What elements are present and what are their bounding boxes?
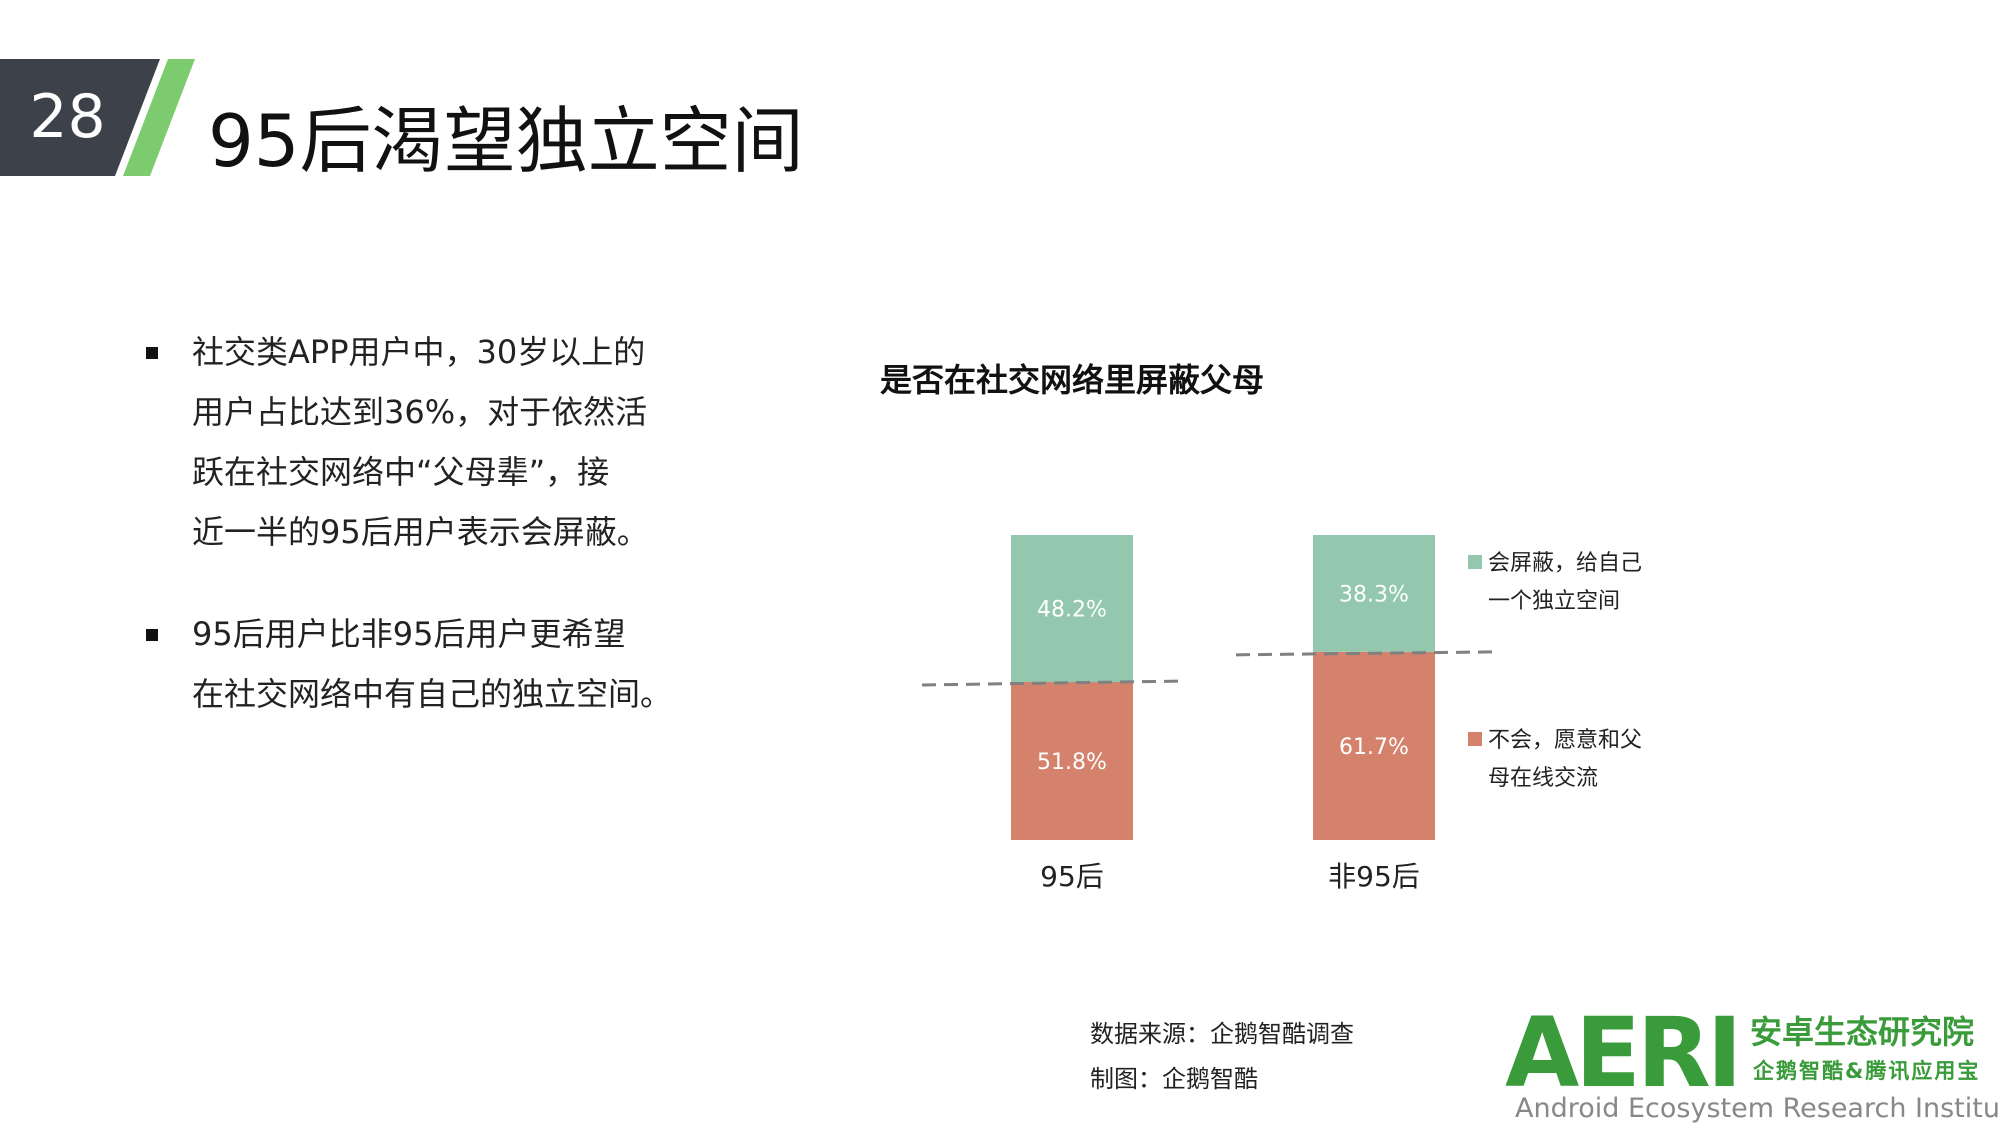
logo-en-name: Android Ecosystem Research Institute [1515,1093,2000,1124]
bullet-list: 社交类APP用户中，30岁以上的 用户占比达到36%，对于依然活 跃在社交网络中… [140,322,720,766]
legend-item-block: 会屏蔽，给自己 一个独立空间 [1468,545,1668,621]
logo-cn-name: 安卓生态研究院 [1750,1013,1975,1051]
legend-swatch-block [1468,555,1482,569]
bullet-line: 95后用户比非95后用户更希望 [192,615,626,653]
credit-line: 制图：企鹅智酷 [1090,1065,1258,1093]
legend-label-line: 母在线交流 [1488,766,1599,791]
legend-item-no: 不会，愿意和父 母在线交流 [1468,722,1668,798]
bar-segment [1313,535,1435,652]
bullet-item-2: 95后用户比非95后用户更希望 在社交网络中有自己的独立空间。 [140,604,720,724]
bar-segment [1313,651,1435,840]
bullet-square-icon [146,347,158,359]
bullet-line: 社交类APP用户中，30岁以上的 [192,333,646,371]
bullet-line: 在社交网络中有自己的独立空间。 [192,675,673,713]
dashed-reference-line [1235,650,1501,657]
data-label: 51.8% [1037,750,1107,775]
bullet-line: 近一半的95后用户表示会屏蔽。 [192,513,649,551]
page-number-badge [0,59,195,176]
logo-cn-sub: 企鹅智酷&腾讯应用宝 [1753,1059,1981,1083]
badge-green-stripe [123,59,195,176]
bullet-line: 用户占比达到36%，对于依然活 [192,393,648,431]
chart-title: 是否在社交网络里屏蔽父母 [880,361,1265,399]
data-label: 61.7% [1339,735,1409,760]
dashed-reference-line [921,679,1187,687]
legend-label-line: 一个独立空间 [1488,589,1621,614]
bar-segment [1011,682,1133,840]
aeri-logo: AERI 安卓生态研究院 企鹅智酷&腾讯应用宝 Android Ecosyste… [1505,997,2000,1125]
bullet-item-1: 社交类APP用户中，30岁以上的 用户占比达到36%，对于依然活 跃在社交网络中… [140,322,720,562]
category-label: 非95后 [1328,860,1420,893]
data-source: 数据来源：企鹅智酷调查 制图：企鹅智酷 [1090,1012,1354,1102]
badge-dark-block [0,59,160,176]
data-label: 48.2% [1037,598,1107,623]
page-title: 95后渴望独立空间 [208,99,804,183]
stacked-bar-chart: 51.8% 48.2% 95后 61.7% 38.3% 非95后 [921,535,1501,893]
source-line: 数据来源：企鹅智酷调查 [1090,1020,1354,1048]
bullet-line: 跃在社交网络中“父母辈”，接 [192,453,610,491]
legend-swatch-no [1468,732,1482,746]
bullet-square-icon [146,629,158,641]
category-label: 95后 [1040,860,1104,893]
data-label: 38.3% [1339,582,1409,607]
bar-segment [1011,535,1133,683]
logo-mark: AERI [1505,997,1743,1109]
page-number: 28 [29,82,106,152]
legend-label-line: 会屏蔽，给自己 [1488,551,1643,576]
legend-label-line: 不会，愿意和父 [1488,728,1643,753]
